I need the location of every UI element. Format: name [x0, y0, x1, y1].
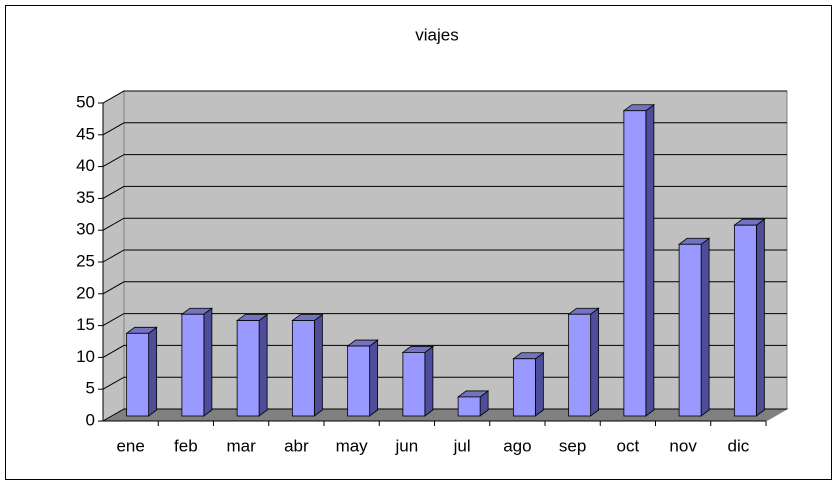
- x-tick-label: jul: [453, 436, 471, 455]
- bar-group: [180, 307, 214, 417]
- y-tick-label: 25: [76, 251, 95, 270]
- grid-line: [102, 249, 787, 263]
- bar: [733, 224, 757, 417]
- y-tick-label: 10: [76, 347, 95, 366]
- bar: [568, 313, 592, 417]
- x-tick-label: ene: [116, 436, 144, 455]
- bar: [457, 396, 481, 417]
- bar: [623, 110, 647, 417]
- x-tick-label: ago: [503, 436, 531, 455]
- bar-side: [755, 218, 765, 417]
- bar-side: [313, 313, 323, 417]
- bar-side: [645, 103, 655, 417]
- y-tick-label: 45: [76, 124, 95, 143]
- y-tick-label: 50: [76, 92, 95, 111]
- grid-line: [102, 217, 787, 231]
- y-tick-label: 35: [76, 188, 95, 207]
- x-tick-label: abr: [284, 436, 309, 455]
- bar-group: [512, 351, 545, 417]
- x-tick-label: jun: [395, 436, 419, 455]
- bar-side: [258, 313, 268, 417]
- bar: [236, 320, 260, 417]
- bar-group: [125, 326, 158, 417]
- bar-group: [567, 307, 600, 417]
- bar-side: [590, 307, 600, 417]
- bar-group: [235, 313, 269, 417]
- y-tick-label: 0: [86, 410, 95, 429]
- bar: [402, 351, 426, 417]
- grid-line: [102, 154, 787, 168]
- y-tick-label: 30: [76, 220, 95, 239]
- x-tick-label: sep: [559, 436, 586, 455]
- x-tick-label: mar: [226, 436, 256, 455]
- bar: [347, 345, 371, 417]
- grid-line: [102, 376, 787, 390]
- bar: [678, 243, 702, 417]
- bar-group: [401, 345, 435, 417]
- bar: [512, 358, 536, 417]
- grid-line: [102, 281, 787, 295]
- bar-group: [456, 390, 490, 417]
- grid-line: [102, 122, 787, 136]
- bar-side: [424, 345, 434, 417]
- grid-line: [102, 313, 787, 327]
- bar-group: [622, 103, 656, 417]
- x-tick-label: nov: [669, 436, 697, 455]
- grid-line: [102, 344, 787, 358]
- y-tick-label: 15: [76, 315, 95, 334]
- x-tick-label: oct: [617, 436, 640, 455]
- bar-side: [203, 307, 213, 417]
- grid-line: [102, 90, 787, 104]
- x-tick-label: may: [336, 436, 369, 455]
- bar-group: [733, 218, 766, 417]
- bar-group: [346, 339, 379, 417]
- bar-side: [700, 237, 710, 417]
- bar-side: [148, 326, 158, 417]
- chart-title: viajes: [415, 25, 458, 44]
- bar: [291, 320, 315, 417]
- x-tick-label: feb: [174, 436, 198, 455]
- bar: [181, 313, 205, 417]
- y-tick-label: 5: [86, 379, 95, 398]
- grid-line: [102, 185, 787, 199]
- bar-side: [534, 351, 544, 417]
- bar-side: [369, 339, 379, 417]
- bar-group: [677, 237, 711, 417]
- y-tick-label: 20: [76, 283, 95, 302]
- x-tick-label: dic: [728, 436, 750, 455]
- bar: [126, 332, 150, 417]
- bar-group: [291, 313, 324, 417]
- y-tick-label: 40: [76, 156, 95, 175]
- grid-line: [102, 408, 787, 422]
